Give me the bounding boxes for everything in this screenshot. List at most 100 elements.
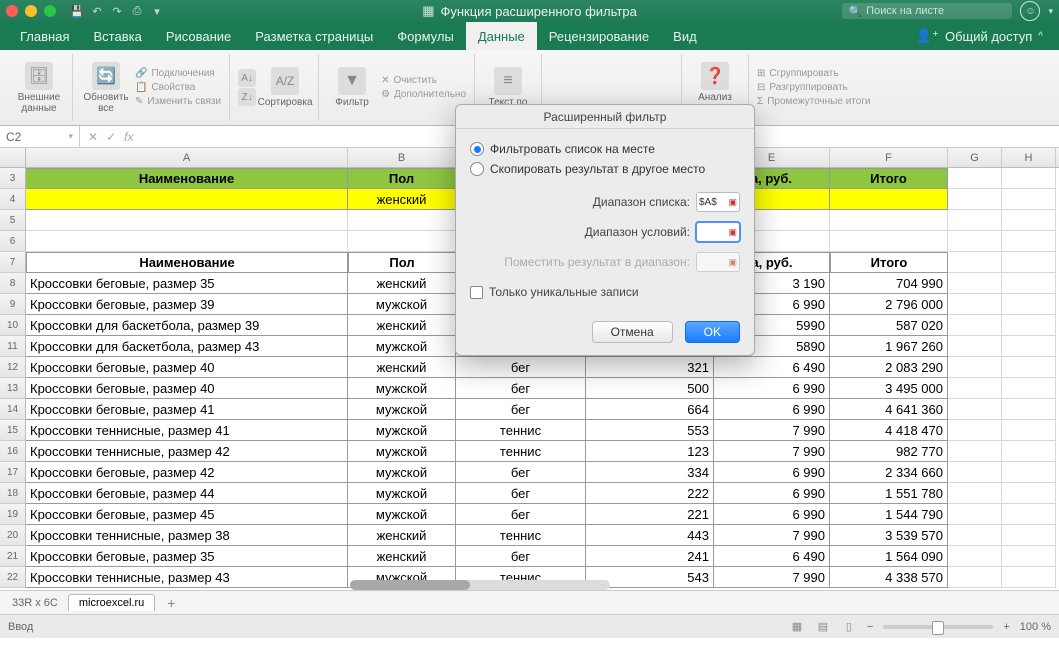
cell[interactable]: бег xyxy=(456,504,586,525)
cell[interactable]: Кроссовки беговые, размер 40 xyxy=(26,378,348,399)
cell[interactable] xyxy=(948,420,1002,441)
search-input[interactable]: 🔍 Поиск на листе xyxy=(842,3,1012,19)
cell[interactable]: 1 544 790 xyxy=(830,504,948,525)
edit-links-button[interactable]: ✎Изменить связи xyxy=(135,95,221,108)
col-header-A[interactable]: A xyxy=(26,148,348,167)
sort-asc-icon[interactable]: A↓ xyxy=(238,69,256,87)
col-header-B[interactable]: B xyxy=(348,148,456,167)
cell[interactable]: теннис xyxy=(456,420,586,441)
cell[interactable] xyxy=(948,357,1002,378)
cell[interactable] xyxy=(26,210,348,231)
cell[interactable] xyxy=(948,399,1002,420)
row-header[interactable]: 19 xyxy=(0,504,26,525)
list-range-input[interactable]: $A$▣ xyxy=(696,192,740,212)
row-header[interactable]: 3 xyxy=(0,168,26,189)
zoom-out-icon[interactable]: − xyxy=(867,621,873,633)
cell[interactable]: 704 990 xyxy=(830,273,948,294)
row-header[interactable]: 12 xyxy=(0,357,26,378)
cell[interactable]: Итого xyxy=(830,168,948,189)
cell[interactable]: Кроссовки теннисные, размер 42 xyxy=(26,441,348,462)
text-to-columns-button[interactable]: ≡ Текст по xyxy=(483,67,533,108)
cell[interactable]: мужской xyxy=(348,462,456,483)
cell[interactable]: мужской xyxy=(348,504,456,525)
ribbon-tab-4[interactable]: Формулы xyxy=(385,22,466,50)
ok-button[interactable]: OK xyxy=(685,321,740,343)
horizontal-scrollbar[interactable] xyxy=(350,580,610,590)
cell[interactable] xyxy=(830,210,948,231)
ribbon-tab-3[interactable]: Разметка страницы xyxy=(243,22,385,50)
cell[interactable]: 1 551 780 xyxy=(830,483,948,504)
redo-icon[interactable]: ↷ xyxy=(110,4,124,18)
share-button[interactable]: 👤⁺Общий доступ^ xyxy=(908,28,1051,44)
row-header[interactable]: 13 xyxy=(0,378,26,399)
criteria-range-input[interactable]: ▣ xyxy=(696,222,740,242)
cell[interactable]: бег xyxy=(456,483,586,504)
cell[interactable] xyxy=(948,315,1002,336)
cell[interactable]: 443 xyxy=(586,525,714,546)
cell[interactable] xyxy=(1002,168,1056,189)
cell[interactable]: 4 338 570 xyxy=(830,567,948,588)
cell[interactable]: мужской xyxy=(348,420,456,441)
cell[interactable]: 3 495 000 xyxy=(830,378,948,399)
cell[interactable]: 123 xyxy=(586,441,714,462)
cell[interactable] xyxy=(948,462,1002,483)
cell[interactable] xyxy=(1002,399,1056,420)
cell[interactable] xyxy=(1002,441,1056,462)
row-header[interactable]: 22 xyxy=(0,567,26,588)
cell[interactable]: Кроссовки беговые, размер 39 xyxy=(26,294,348,315)
clear-filter-button[interactable]: ✕Очистить xyxy=(381,74,466,87)
cell[interactable]: теннис xyxy=(456,441,586,462)
cell[interactable]: женский xyxy=(348,273,456,294)
name-box[interactable]: C2▾ xyxy=(0,126,80,147)
cell[interactable]: женский xyxy=(348,315,456,336)
cell[interactable]: Кроссовки для баскетбола, размер 39 xyxy=(26,315,348,336)
cell[interactable] xyxy=(830,231,948,252)
save-icon[interactable]: 💾 xyxy=(70,4,84,18)
cell[interactable]: 7 990 xyxy=(714,441,830,462)
cell[interactable]: 553 xyxy=(586,420,714,441)
cell[interactable] xyxy=(1002,378,1056,399)
zoom-slider[interactable] xyxy=(883,625,993,629)
row-header[interactable]: 15 xyxy=(0,420,26,441)
page-break-icon[interactable]: ▯ xyxy=(841,619,857,635)
cell[interactable] xyxy=(1002,189,1056,210)
cell[interactable]: бег xyxy=(456,378,586,399)
col-header-F[interactable]: F xyxy=(830,148,948,167)
select-all-corner[interactable] xyxy=(0,148,26,167)
cell[interactable] xyxy=(830,189,948,210)
cell[interactable]: Кроссовки для баскетбола, размер 43 xyxy=(26,336,348,357)
cell[interactable]: Кроссовки беговые, размер 44 xyxy=(26,483,348,504)
normal-view-icon[interactable]: ▦ xyxy=(789,619,805,635)
cell[interactable]: 6 490 xyxy=(714,357,830,378)
cell[interactable]: 6 990 xyxy=(714,399,830,420)
range-picker-icon[interactable]: ▣ xyxy=(728,197,737,208)
cell[interactable] xyxy=(1002,525,1056,546)
cell[interactable] xyxy=(948,273,1002,294)
cell[interactable]: 982 770 xyxy=(830,441,948,462)
sheet-tab[interactable]: microexcel.ru xyxy=(68,594,155,611)
add-sheet-button[interactable]: + xyxy=(159,595,183,611)
undo-icon[interactable]: ↶ xyxy=(90,4,104,18)
cell[interactable] xyxy=(348,210,456,231)
confirm-formula-icon[interactable]: ✓ xyxy=(106,130,116,144)
cell[interactable]: 6 990 xyxy=(714,504,830,525)
cell[interactable]: 3 539 570 xyxy=(830,525,948,546)
cell[interactable]: женский xyxy=(348,189,456,210)
cell[interactable]: Наименование xyxy=(26,168,348,189)
cell[interactable] xyxy=(1002,546,1056,567)
cell[interactable]: 221 xyxy=(586,504,714,525)
row-header[interactable]: 4 xyxy=(0,189,26,210)
cell[interactable]: Кроссовки беговые, размер 45 xyxy=(26,504,348,525)
cell[interactable] xyxy=(1002,420,1056,441)
zoom-in-icon[interactable]: + xyxy=(1003,621,1009,633)
cell[interactable]: женский xyxy=(348,357,456,378)
cell[interactable] xyxy=(948,252,1002,273)
cell[interactable]: Кроссовки теннисные, размер 41 xyxy=(26,420,348,441)
cell[interactable] xyxy=(1002,567,1056,588)
refresh-all-button[interactable]: 🔄 Обновить все xyxy=(81,62,131,114)
cell[interactable]: Пол xyxy=(348,168,456,189)
feedback-icon[interactable]: ☺ xyxy=(1020,1,1040,21)
cell[interactable]: мужской xyxy=(348,483,456,504)
cell[interactable] xyxy=(1002,294,1056,315)
ribbon-tab-2[interactable]: Рисование xyxy=(154,22,243,50)
